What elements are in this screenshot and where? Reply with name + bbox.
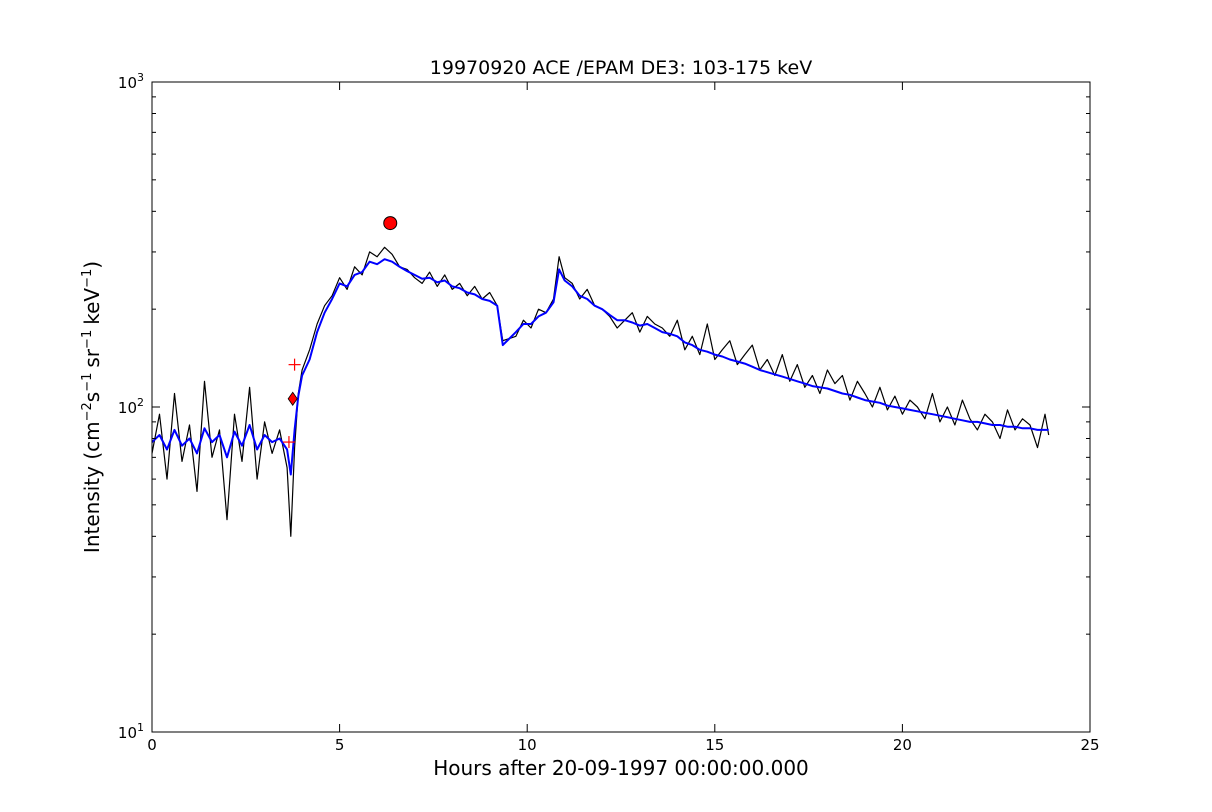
y-label-suffix: ) <box>80 261 104 269</box>
marker-diamond <box>287 391 298 406</box>
marker-plus <box>282 436 295 449</box>
y-tick-label: 103 <box>118 71 144 92</box>
x-tick-label: 25 <box>1080 736 1099 754</box>
y-label-exp2: −1 <box>80 373 95 392</box>
y-tick-label: 102 <box>118 396 144 417</box>
x-tick-label: 20 <box>893 736 912 754</box>
x-tick-label: 15 <box>705 736 724 754</box>
y-label-exp3: −1 <box>80 330 95 349</box>
y-label-prefix: Intensity (cm <box>80 421 104 553</box>
x-tick-label: 0 <box>147 736 157 754</box>
x-axis-label: Hours after 20-09-1997 00:00:00.000 <box>433 756 809 780</box>
y-tick-label: 101 <box>118 721 144 742</box>
chart-title: 19970920 ACE /EPAM DE3: 103-175 keV <box>430 57 812 79</box>
y-axis-label: Intensity (cm−2s−1sr−1keV−1) <box>80 261 104 553</box>
y-label-kev: keV <box>80 288 104 325</box>
y-label-exp4: −1 <box>80 269 95 288</box>
x-axis-ticks: 0 5 10 15 20 25 <box>147 82 1100 754</box>
y-axis-ticks: 101 102 103 <box>118 71 1090 742</box>
x-tick-label: 10 <box>518 736 537 754</box>
y-label-s: s <box>80 392 104 402</box>
marker-plus <box>288 358 301 371</box>
marker-circle <box>383 216 398 231</box>
x-tick-label: 5 <box>335 736 345 754</box>
plot-data-group <box>151 216 1050 537</box>
y-label-sr: sr <box>80 348 104 367</box>
series-line-smoothed <box>151 258 1049 476</box>
y-label-exp1: −2 <box>80 402 95 421</box>
